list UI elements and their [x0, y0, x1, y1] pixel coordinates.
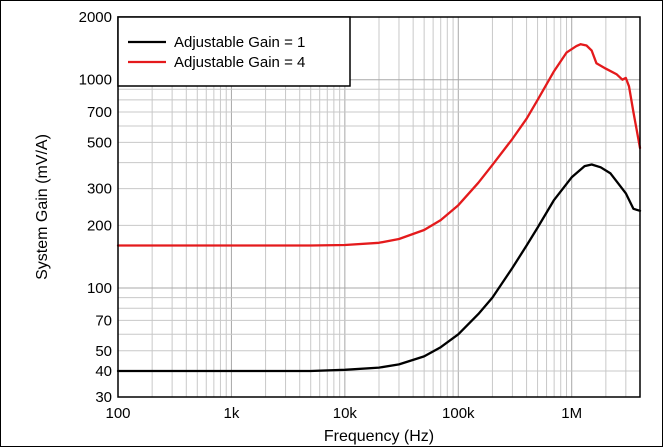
x-tick-label: 100	[105, 405, 130, 422]
plot-frame	[117, 16, 641, 398]
x-tick-label: 100k	[442, 405, 475, 422]
y-axis-title: System Gain (mV/A)	[34, 134, 51, 280]
x-tick-label: 1M	[561, 405, 582, 422]
x-tick-labels: 100 1k 10k 100k 1M	[105, 405, 582, 422]
y-tick-label: 50	[95, 343, 112, 360]
x-tick-label: 10k	[333, 405, 358, 422]
x-tick-label: 1k	[224, 405, 240, 422]
y-tick-label: 300	[87, 181, 112, 198]
y-tick-label: 700	[87, 104, 112, 121]
legend-label: Adjustable Gain = 4	[174, 54, 305, 71]
y-tick-label: 500	[87, 134, 112, 151]
y-tick-label: 1000	[79, 72, 112, 89]
y-tick-labels: 30 40 50 70 100 200 300 500 700 1000 2000	[79, 9, 112, 406]
series-lines	[116, 43, 642, 373]
y-tick-label: 70	[95, 312, 112, 329]
x-axis-title: Frequency (Hz)	[324, 428, 434, 445]
series-line-gain-4	[116, 43, 642, 247]
y-tick-label: 200	[87, 217, 112, 234]
y-tick-label: 2000	[79, 9, 112, 26]
y-tick-label: 100	[87, 280, 112, 297]
legend-box	[117, 16, 351, 87]
y-tick-label: 30	[95, 389, 112, 406]
series-line-gain-1	[116, 163, 642, 373]
y-tick-label: 40	[95, 363, 112, 380]
legend: Adjustable Gain = 1 Adjustable Gain = 4	[117, 16, 351, 87]
legend-label: Adjustable Gain = 1	[174, 34, 305, 51]
